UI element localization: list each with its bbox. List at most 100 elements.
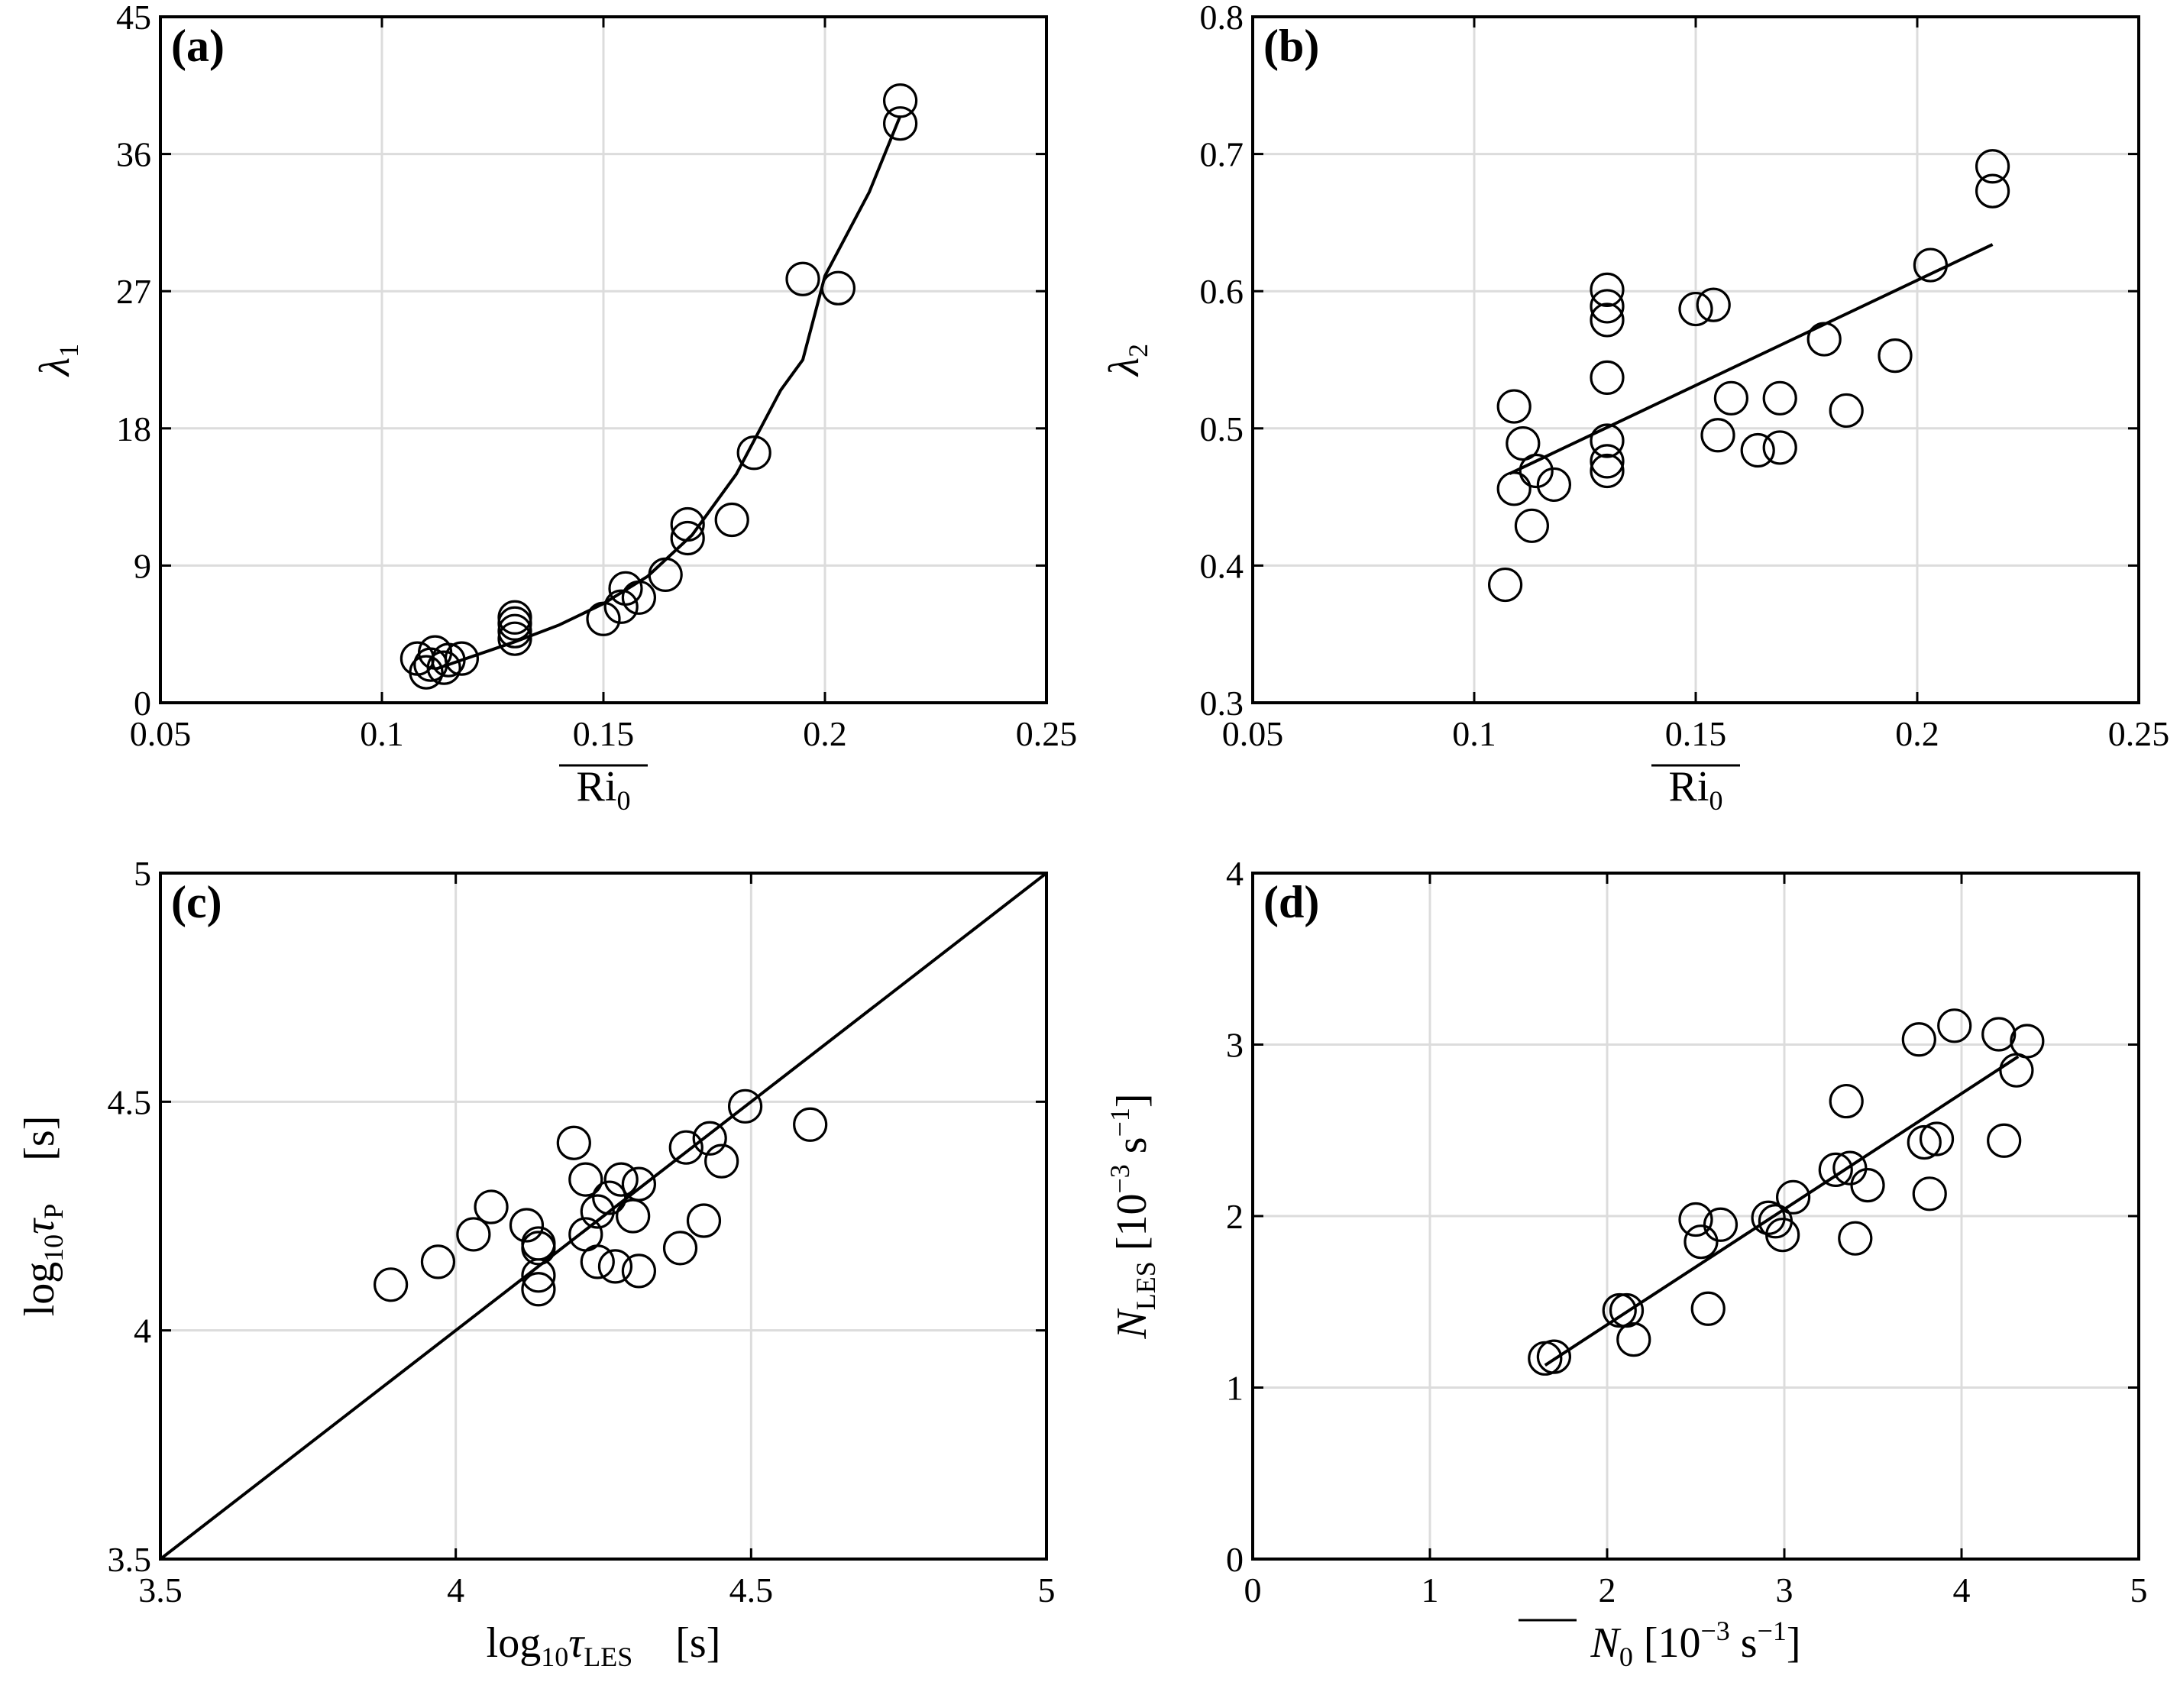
data-point	[497, 613, 532, 649]
data-point	[662, 1231, 698, 1266]
y-tick-label: 4	[1226, 854, 1244, 893]
data-point	[1762, 380, 1797, 416]
data-point	[1590, 302, 1625, 338]
data-point	[1829, 1083, 1864, 1119]
y-tick-label: 0.5	[1200, 409, 1244, 448]
data-point	[1776, 1179, 1811, 1215]
data-point	[521, 1272, 556, 1307]
data-point	[1907, 1124, 1942, 1160]
data-point	[692, 1121, 727, 1156]
x-tick-label: 1	[1422, 1571, 1439, 1609]
y-tick-label: 0	[1226, 1540, 1244, 1579]
data-point	[1519, 453, 1554, 489]
y-tick-label: 3.5	[108, 1540, 152, 1579]
data-point	[509, 1208, 545, 1243]
data-point	[882, 83, 918, 118]
data-point	[1829, 393, 1864, 429]
data-point	[597, 1249, 633, 1284]
x-tick-label: 0.25	[1016, 714, 1078, 753]
data-point	[592, 1180, 627, 1215]
x-tick-label: 0.1	[1452, 714, 1496, 753]
x-tick-label: 4	[447, 1571, 464, 1609]
data-point	[727, 1089, 763, 1124]
data-point	[586, 601, 621, 636]
x-tick-label: 5	[1038, 1571, 1056, 1609]
x-tick-label: 0.2	[1895, 714, 1939, 753]
data-point	[1514, 508, 1550, 543]
y-tick-label: 1	[1226, 1369, 1244, 1408]
data-point	[1713, 380, 1748, 416]
data-point	[1506, 425, 1541, 461]
x-tick-label: 5	[2130, 1571, 2148, 1609]
data-point	[1590, 423, 1625, 458]
x-tick-label: 0.05	[130, 714, 192, 753]
fit-line	[434, 115, 902, 671]
x-tick-label: 0.1	[360, 714, 404, 753]
data-point	[1838, 1221, 1873, 1256]
x-tick-label: 2	[1599, 1571, 1616, 1609]
data-point	[1690, 1291, 1726, 1326]
data-point	[686, 1203, 722, 1238]
y-axis-label: NLES [10−3 s−1]	[1105, 1093, 1161, 1339]
data-point	[1912, 1176, 1947, 1211]
data-point	[621, 1166, 657, 1202]
data-point	[736, 435, 771, 471]
y-tick-label: 0	[134, 684, 151, 723]
data-point	[714, 502, 749, 538]
y-axis-label: λ1	[31, 344, 84, 377]
data-point	[497, 621, 532, 656]
data-point	[521, 1258, 556, 1293]
panel-label: (c)	[171, 877, 222, 927]
data-point	[1919, 1121, 1955, 1156]
data-point	[1678, 1202, 1713, 1237]
data-point	[603, 1162, 639, 1197]
y-tick-label: 0.7	[1200, 135, 1244, 174]
data-point	[1901, 1022, 1936, 1057]
data-point	[1981, 1017, 2017, 1052]
x-axis-label: log10τLES [s]	[487, 1619, 721, 1672]
data-point	[1806, 322, 1842, 357]
data-point	[1818, 1152, 1853, 1187]
panel-label: (d)	[1263, 877, 1319, 927]
data-point	[497, 600, 532, 635]
fit-line	[160, 873, 1046, 1559]
data-point	[444, 641, 480, 676]
panel-b: 0.05 0.1 0.15 0.2 0.25 0.3 0.4 0.5 0.6 0.7 0.8 (b) R…	[1101, 0, 2169, 816]
panel-a: 0.05 0.1 0.15 0.2 0.25 0 9 18 27 36 45 (a) Ri0 λ1	[31, 0, 1077, 816]
data-point	[1762, 430, 1797, 465]
data-point	[820, 270, 856, 306]
data-point	[621, 580, 657, 615]
y-tick-label: 0.4	[1200, 546, 1244, 585]
x-axis-label: Ri0	[577, 763, 631, 816]
data-point	[1590, 444, 1625, 479]
y-tick-label: 4	[134, 1312, 151, 1351]
data-point	[670, 520, 705, 556]
data-point	[521, 1231, 556, 1266]
data-point	[2010, 1024, 2045, 1059]
data-point	[648, 557, 683, 592]
data-point	[1487, 567, 1523, 603]
x-tick-label: 0.15	[573, 714, 635, 753]
data-point	[1590, 289, 1625, 324]
data-point	[456, 1217, 491, 1252]
x-axis-label: Ri0	[1669, 763, 1723, 816]
x-tick-label: 0.15	[1665, 714, 1727, 753]
x-tick-label: 3.5	[138, 1571, 183, 1609]
data-point	[1616, 1322, 1651, 1357]
data-point	[1590, 360, 1625, 395]
data-point	[1536, 467, 1572, 503]
y-tick-label: 2	[1226, 1197, 1244, 1236]
data-point	[1678, 291, 1713, 327]
data-point	[1987, 1123, 2022, 1158]
data-point	[1975, 149, 2010, 184]
y-axis-label: log10τP [s]	[16, 1116, 69, 1317]
data-point	[568, 1162, 603, 1197]
axes-frame	[159, 872, 1048, 1561]
data-point	[1850, 1167, 1885, 1203]
x-tick-label: 4.5	[729, 1571, 774, 1609]
data-point	[1496, 471, 1531, 506]
data-point	[1590, 272, 1625, 308]
data-point	[704, 1144, 739, 1179]
data-point	[670, 506, 705, 542]
